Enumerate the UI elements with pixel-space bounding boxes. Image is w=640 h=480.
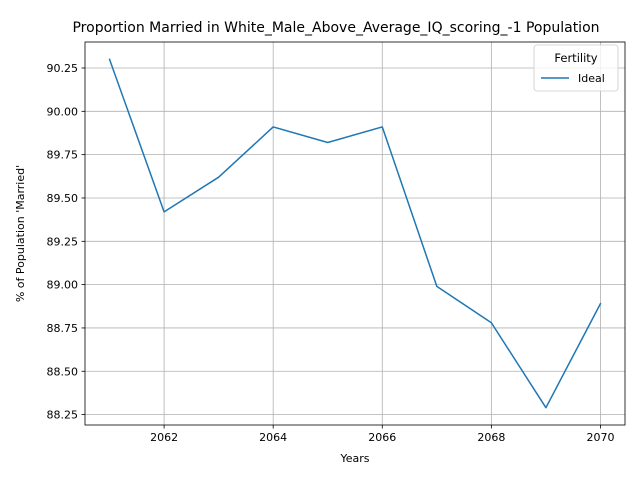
chart-title: Proportion Married in White_Male_Above_A… xyxy=(72,20,599,36)
x-axis-ticks: 2062 2064 2066 2068 2070 xyxy=(150,425,614,444)
plot-frame xyxy=(84,41,626,426)
y-axis-label: % of Population 'Married' xyxy=(14,165,27,302)
y-tick-label: 89.50 xyxy=(47,192,79,205)
y-tick-label: 90.00 xyxy=(47,105,79,118)
grid-lines xyxy=(85,42,625,425)
x-axis-label: Years xyxy=(339,452,369,465)
y-tick-label: 89.25 xyxy=(47,235,79,248)
series-line-ideal xyxy=(108,58,602,409)
y-axis-ticks: 88.25 88.50 88.75 89.00 89.25 89.50 89.75 90.00… xyxy=(47,62,85,422)
x-tick-label: 2070 xyxy=(586,431,614,444)
legend: Fertility Ideal xyxy=(533,44,619,92)
x-tick-label: 2066 xyxy=(368,431,396,444)
y-tick-label: 90.25 xyxy=(47,62,79,75)
legend-title: Fertility xyxy=(554,51,597,65)
y-tick-label: 89.75 xyxy=(47,149,79,162)
y-tick-label: 88.50 xyxy=(47,365,79,378)
y-tick-label: 89.00 xyxy=(47,279,79,292)
y-tick-label: 88.25 xyxy=(47,409,79,422)
legend-entry-ideal: Ideal xyxy=(578,72,605,85)
legend-box xyxy=(533,44,619,92)
x-tick-label: 2064 xyxy=(259,431,287,444)
x-tick-label: 2068 xyxy=(477,431,505,444)
x-tick-label: 2062 xyxy=(150,431,178,444)
y-tick-label: 88.75 xyxy=(47,322,79,335)
series-layer xyxy=(108,58,602,409)
